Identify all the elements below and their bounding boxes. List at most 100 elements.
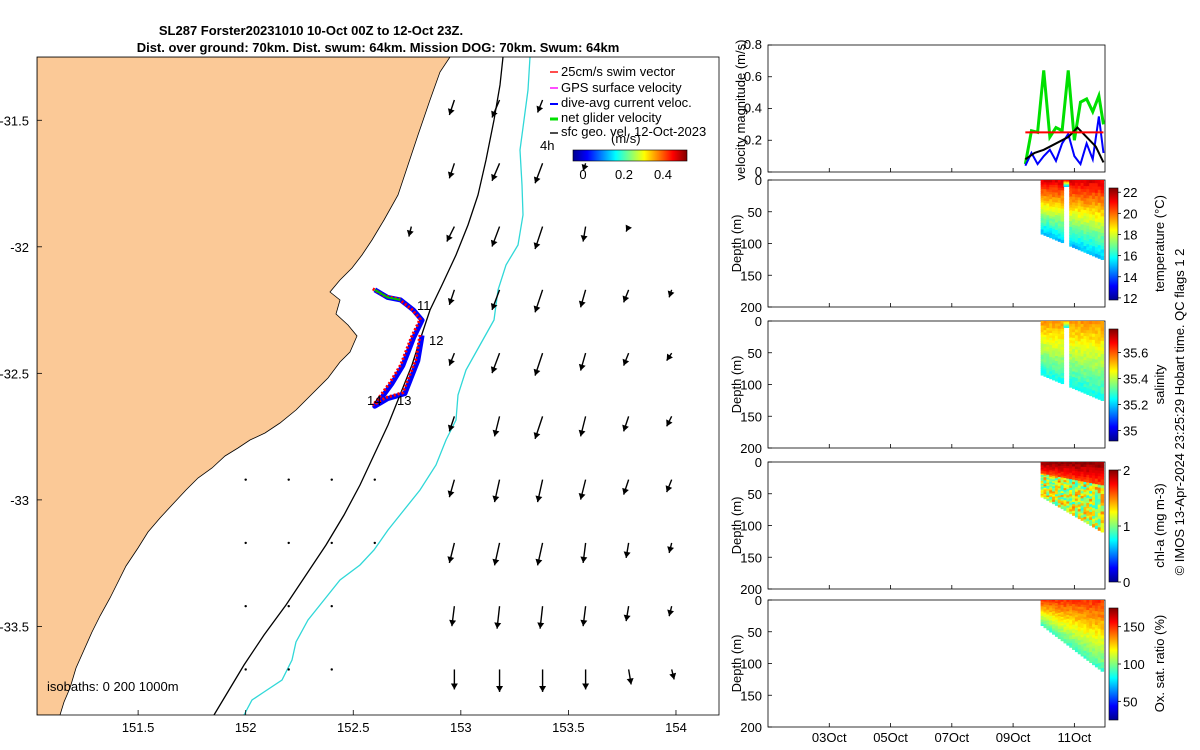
section-cell — [1094, 525, 1099, 530]
section-cell — [1097, 634, 1102, 638]
section-cell — [1060, 200, 1065, 205]
section-cell — [1052, 607, 1056, 610]
section-cell — [1052, 481, 1056, 484]
section-cell — [1040, 495, 1045, 498]
section-cell — [1092, 214, 1096, 219]
section-cell — [1046, 490, 1050, 493]
section-cell — [1054, 331, 1059, 335]
section-cell — [1086, 379, 1090, 383]
section-cell — [1100, 232, 1105, 237]
section-cell — [1049, 325, 1053, 329]
section-cell — [1060, 362, 1065, 366]
section-cell — [1077, 464, 1082, 468]
section-cell — [1100, 354, 1105, 358]
section-cell — [1089, 380, 1093, 384]
section-cell — [1057, 372, 1062, 376]
section-cell — [1074, 372, 1079, 376]
section-cell — [1094, 359, 1099, 364]
section-cell — [1040, 327, 1045, 331]
section-cell — [1092, 327, 1096, 332]
section-cell — [1080, 508, 1085, 512]
section-cell — [1080, 491, 1085, 495]
section-cell — [1069, 496, 1073, 500]
depth-tick-label: 50 — [748, 625, 762, 640]
section-cell — [1094, 478, 1099, 483]
section-cell — [1077, 367, 1082, 371]
section-cell — [1049, 235, 1053, 239]
section-cell — [1092, 618, 1096, 623]
section-cell — [1092, 621, 1096, 625]
section-cell — [1060, 469, 1065, 473]
section-cell — [1086, 244, 1090, 248]
section-cell — [1086, 505, 1090, 509]
section-cell — [1100, 517, 1105, 521]
section-cell — [1092, 352, 1096, 357]
section-cell — [1083, 506, 1087, 510]
section-cell — [1046, 184, 1050, 188]
section-cell — [1066, 476, 1070, 480]
section-cell — [1072, 610, 1076, 613]
section-cell — [1097, 376, 1102, 381]
section-cell — [1060, 463, 1065, 467]
current-arrow-head — [666, 419, 673, 427]
section-cell — [1074, 211, 1079, 215]
section-cell — [1060, 623, 1065, 626]
section-cell — [1083, 207, 1087, 211]
section-cell — [1040, 620, 1045, 622]
section-cell — [1089, 469, 1093, 474]
section-cell — [1083, 514, 1087, 518]
section-cell — [1083, 372, 1087, 376]
section-cell — [1077, 235, 1082, 239]
section-cell — [1072, 233, 1076, 237]
section-cell — [1046, 229, 1050, 233]
section-cell — [1086, 485, 1090, 489]
section-cell — [1072, 618, 1076, 622]
section-cell — [1080, 500, 1085, 504]
section-cell — [1089, 183, 1093, 187]
section-cell — [1086, 345, 1090, 350]
section-cell — [1069, 345, 1073, 350]
section-cell — [1057, 231, 1062, 235]
section-cell — [1080, 503, 1085, 507]
section-cell — [1052, 219, 1056, 223]
velocity-y-axis: 00.20.40.60.8 — [744, 37, 1075, 179]
section-cell — [1097, 241, 1102, 246]
section-cell — [1060, 616, 1065, 620]
section-cell — [1046, 356, 1050, 360]
section-cell — [1074, 627, 1079, 631]
section-cell — [1040, 363, 1045, 367]
section-cell — [1089, 636, 1093, 640]
section-cell — [1077, 462, 1082, 465]
section-cell — [1077, 243, 1082, 248]
section-cell — [1094, 394, 1099, 399]
section-cell — [1052, 370, 1056, 374]
section-cell — [1083, 384, 1087, 388]
section-cell — [1072, 497, 1076, 501]
section-cell — [1094, 180, 1099, 184]
section-cell — [1080, 356, 1085, 361]
section-cell — [1074, 615, 1079, 618]
section-cell — [1092, 183, 1096, 187]
section-cell — [1097, 180, 1102, 184]
section-cell — [1086, 610, 1090, 614]
section-cell — [1069, 477, 1073, 480]
section-cell — [1077, 644, 1082, 648]
current-arrow-head — [533, 368, 541, 376]
map-frame — [36, 56, 720, 716]
section-cell — [1054, 465, 1059, 469]
legend-gps-velocity: GPS surface velocity — [561, 80, 682, 95]
section-cell — [1097, 225, 1102, 230]
section-cell — [1069, 351, 1073, 355]
legend-swim-vector: 25cm/s swim vector — [561, 64, 676, 79]
section-cell — [1063, 486, 1067, 489]
section-cell — [1094, 192, 1099, 197]
section-cell — [1074, 323, 1079, 328]
section-cell — [1046, 465, 1050, 468]
section-cell — [1046, 604, 1050, 607]
section-cell — [1043, 360, 1047, 363]
section-cell — [1077, 361, 1082, 366]
section-cell — [1040, 492, 1045, 495]
section-cell — [1097, 654, 1102, 659]
section-cell — [1092, 239, 1096, 244]
depth-tick-label: 200 — [740, 441, 762, 456]
